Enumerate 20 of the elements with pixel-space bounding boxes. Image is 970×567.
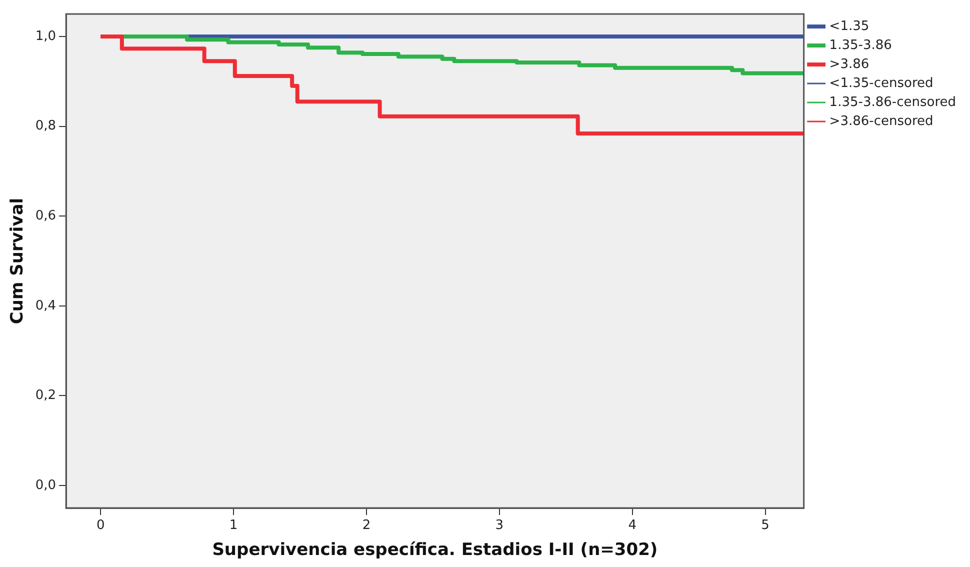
x-tick-label: 1 [229,518,238,534]
y-tick-label: 0,4 [35,298,56,314]
x-axis-title: Supervivencia específica. Estadios I-II (n=302) [212,540,658,560]
legend-label: <1.35-censored [829,76,934,91]
x-tick-label: 0 [96,518,105,534]
y-axis-title: Cum Survival [8,198,28,324]
x-tick-label: 2 [362,518,371,534]
y-tick-label: 0,0 [35,478,56,493]
legend-label: >3.86 [829,56,870,72]
y-tick-label: 0,8 [35,118,56,134]
y-tick-label: 1,0 [35,28,56,44]
x-tick-label: 3 [495,518,504,534]
x-tick-label: 5 [761,518,770,534]
legend-label: 1.35-3.86 [829,38,892,53]
x-tick-label: 4 [628,518,636,534]
legend-label: >3.86-censored [829,114,934,129]
legend-label: <1.35 [829,18,870,34]
legend-label: 1.35-3.86-censored [829,94,956,110]
y-tick-label: 0,2 [35,388,56,404]
y-tick-label: 0,6 [35,208,56,224]
